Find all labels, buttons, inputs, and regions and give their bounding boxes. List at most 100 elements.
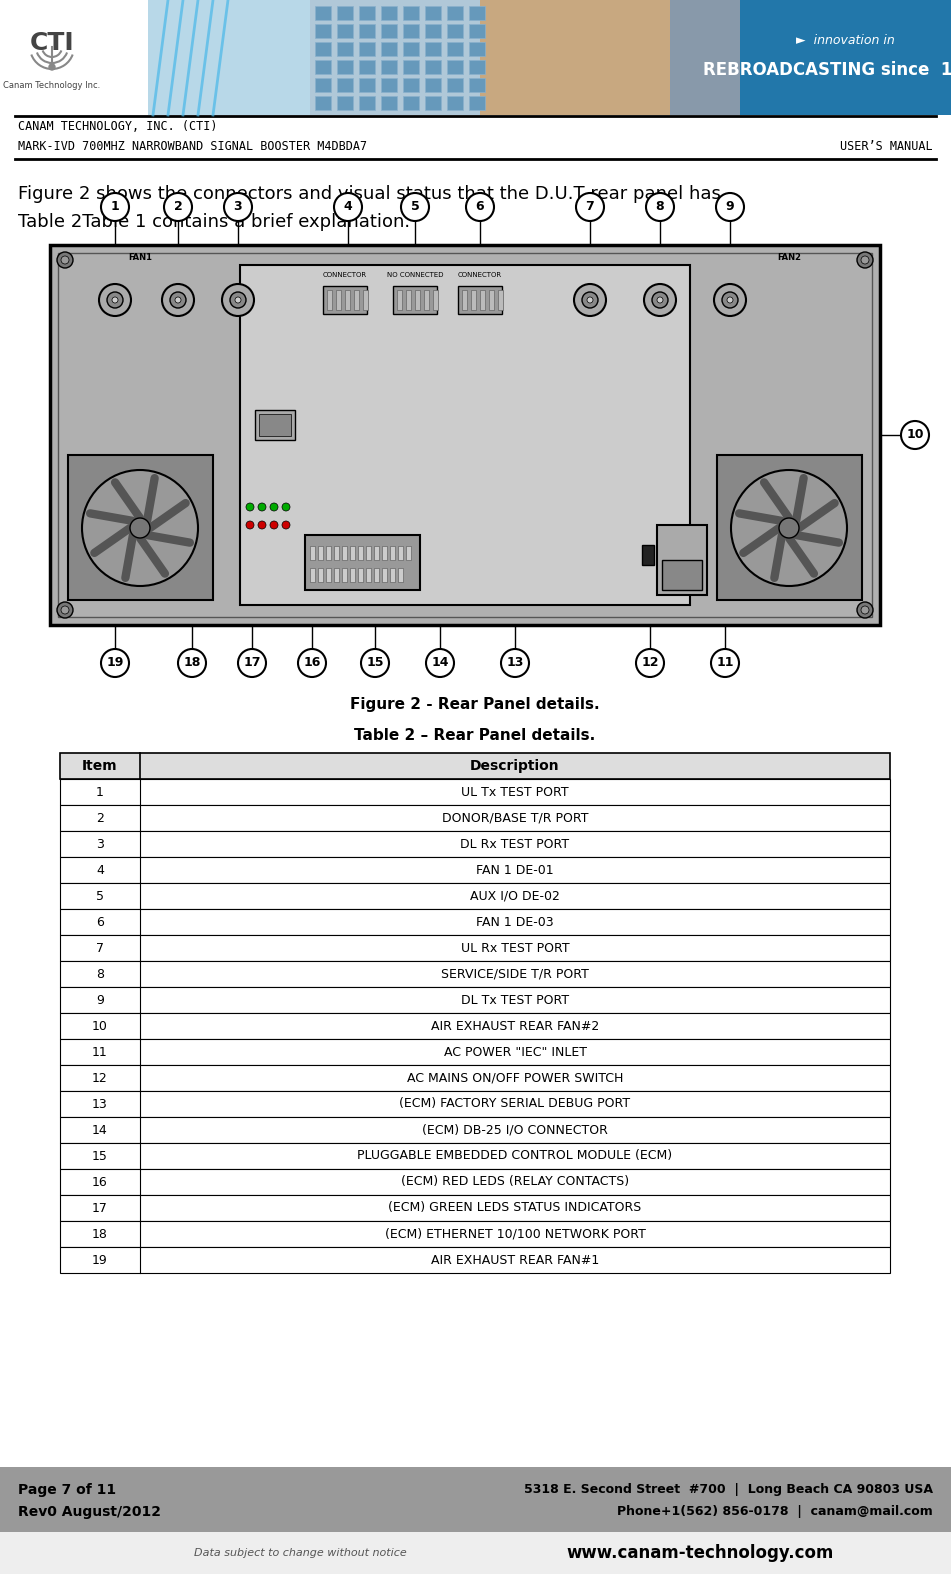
Circle shape xyxy=(361,648,389,677)
Bar xyxy=(50,246,880,625)
Text: 1: 1 xyxy=(110,200,120,214)
Circle shape xyxy=(230,293,246,309)
Circle shape xyxy=(574,283,606,316)
Bar xyxy=(326,568,331,582)
Circle shape xyxy=(82,471,198,586)
Circle shape xyxy=(652,293,668,309)
Bar xyxy=(390,546,395,560)
Circle shape xyxy=(716,194,744,220)
Circle shape xyxy=(727,297,733,304)
Circle shape xyxy=(224,194,252,220)
Text: 2: 2 xyxy=(96,812,104,825)
Bar xyxy=(315,96,331,110)
Bar xyxy=(489,290,494,310)
Text: 16: 16 xyxy=(303,656,320,669)
Bar xyxy=(382,546,387,560)
Text: 8: 8 xyxy=(655,200,665,214)
Text: MARK-IVD 700MHZ NARROWBAND SIGNAL BOOSTER M4DBDA7: MARK-IVD 700MHZ NARROWBAND SIGNAL BOOSTE… xyxy=(18,140,367,154)
Bar xyxy=(337,24,353,38)
Bar xyxy=(381,60,397,74)
Text: 5: 5 xyxy=(411,200,419,214)
Text: Canam Technology Inc.: Canam Technology Inc. xyxy=(4,80,101,90)
Circle shape xyxy=(861,257,869,264)
Text: FAN1: FAN1 xyxy=(128,252,152,261)
Bar xyxy=(480,0,680,115)
Circle shape xyxy=(282,504,290,512)
Circle shape xyxy=(238,648,266,677)
Bar xyxy=(148,0,348,115)
Bar xyxy=(0,115,951,161)
Text: Rev0 August/2012: Rev0 August/2012 xyxy=(18,1505,161,1519)
Circle shape xyxy=(857,601,873,619)
Bar xyxy=(58,253,872,617)
Bar xyxy=(425,79,441,91)
Circle shape xyxy=(270,504,278,512)
Text: Table 2Table 1 contains a brief explanation.: Table 2Table 1 contains a brief explanat… xyxy=(18,212,410,231)
Circle shape xyxy=(722,293,738,309)
Bar xyxy=(323,286,367,313)
Bar xyxy=(381,79,397,91)
Text: Phone+1(562) 856-0178  |  canam@mail.com: Phone+1(562) 856-0178 | canam@mail.com xyxy=(617,1505,933,1519)
Bar xyxy=(240,264,690,604)
Text: 5: 5 xyxy=(96,889,104,902)
Circle shape xyxy=(714,283,746,316)
Text: (ECM) ETHERNET 10/100 NETWORK PORT: (ECM) ETHERNET 10/100 NETWORK PORT xyxy=(384,1228,646,1240)
Circle shape xyxy=(246,521,254,529)
Bar xyxy=(359,42,375,57)
Bar xyxy=(68,455,213,600)
Text: AIR EXHAUST REAR FAN#2: AIR EXHAUST REAR FAN#2 xyxy=(431,1020,599,1033)
Circle shape xyxy=(175,297,181,304)
Bar xyxy=(358,568,363,582)
Bar xyxy=(359,96,375,110)
Circle shape xyxy=(466,194,494,220)
Circle shape xyxy=(99,283,131,316)
Text: 18: 18 xyxy=(184,656,201,669)
Bar xyxy=(60,779,890,804)
Bar xyxy=(406,546,411,560)
Text: FAN2: FAN2 xyxy=(777,252,801,261)
Text: Figure 2 shows the connectors and visual status that the D.U.T rear panel has.: Figure 2 shows the connectors and visual… xyxy=(18,186,727,203)
Bar xyxy=(406,290,411,310)
Circle shape xyxy=(57,252,73,268)
Bar xyxy=(337,60,353,74)
Circle shape xyxy=(235,297,241,304)
Circle shape xyxy=(57,601,73,619)
Text: 18: 18 xyxy=(92,1228,107,1240)
Bar xyxy=(366,568,371,582)
Circle shape xyxy=(258,521,266,529)
Bar xyxy=(255,409,295,441)
Circle shape xyxy=(636,648,664,677)
Circle shape xyxy=(101,648,129,677)
Text: 6: 6 xyxy=(476,200,484,214)
Bar xyxy=(334,568,339,582)
Circle shape xyxy=(61,257,69,264)
Text: 4: 4 xyxy=(96,864,104,877)
Bar xyxy=(359,6,375,20)
Bar xyxy=(717,455,862,600)
Bar xyxy=(345,290,350,310)
Bar xyxy=(60,935,890,962)
Bar xyxy=(336,290,341,310)
Bar xyxy=(642,545,654,565)
Text: DONOR/BASE T/R PORT: DONOR/BASE T/R PORT xyxy=(442,812,589,825)
Bar xyxy=(670,0,810,115)
Circle shape xyxy=(61,606,69,614)
Circle shape xyxy=(731,471,847,586)
Text: 17: 17 xyxy=(92,1201,107,1215)
Bar xyxy=(398,546,403,560)
Bar xyxy=(315,60,331,74)
Circle shape xyxy=(282,521,290,529)
Bar xyxy=(60,1195,890,1221)
Text: 14: 14 xyxy=(431,656,449,669)
Bar xyxy=(0,0,150,115)
Text: NO CONNECTED: NO CONNECTED xyxy=(387,272,443,279)
Bar xyxy=(363,290,368,310)
Circle shape xyxy=(334,194,362,220)
Text: 2: 2 xyxy=(174,200,183,214)
Bar xyxy=(390,568,395,582)
Text: 11: 11 xyxy=(716,656,734,669)
Bar xyxy=(424,290,429,310)
Bar xyxy=(469,96,485,110)
Text: CTI: CTI xyxy=(29,31,74,55)
Bar xyxy=(381,42,397,57)
